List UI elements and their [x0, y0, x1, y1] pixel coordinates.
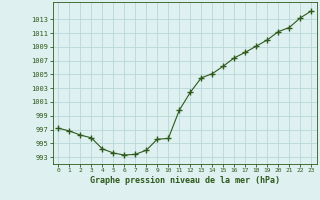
- X-axis label: Graphe pression niveau de la mer (hPa): Graphe pression niveau de la mer (hPa): [90, 176, 280, 185]
